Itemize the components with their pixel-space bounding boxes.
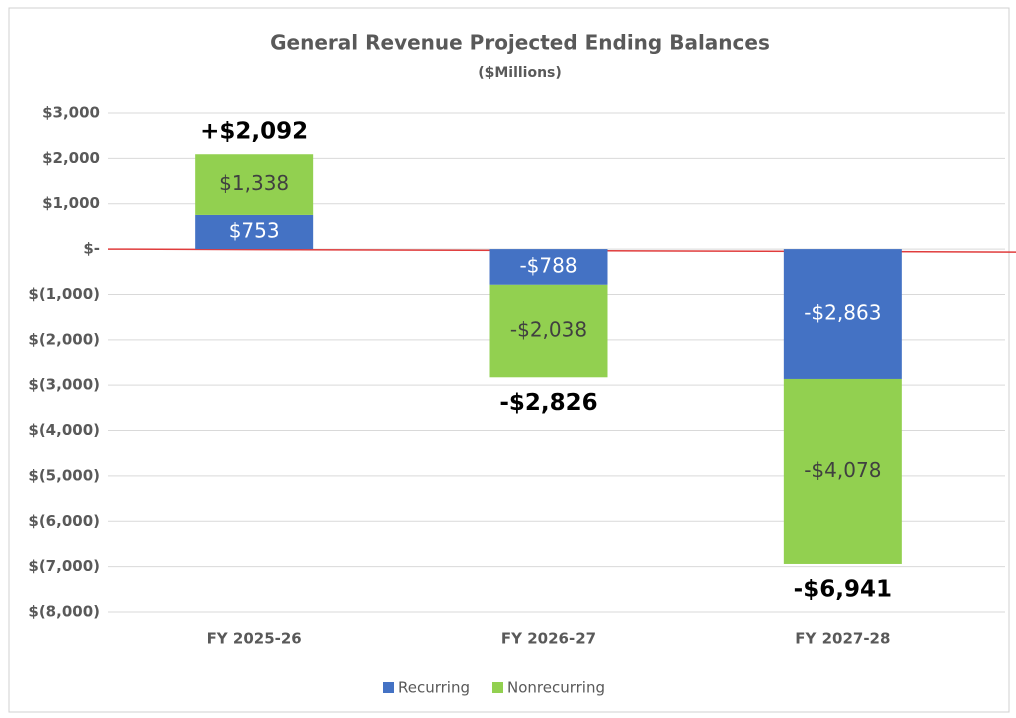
- data-label: -$2,863: [804, 301, 881, 325]
- legend-swatch: [492, 682, 503, 693]
- y-tick-label: $1,000: [42, 194, 100, 212]
- y-tick-label: $(1,000): [28, 285, 100, 303]
- bar-segment: [783, 249, 902, 379]
- data-label: -$4,078: [804, 458, 881, 482]
- chart-subtitle: ($Millions): [478, 65, 562, 81]
- y-tick-label: $(6,000): [28, 512, 100, 530]
- data-label: -$788: [519, 253, 577, 277]
- chart-title: General Revenue Projected Ending Balance…: [270, 31, 770, 55]
- y-tick-label: $-: [83, 240, 100, 258]
- total-label: -$6,941: [794, 576, 892, 602]
- x-tick-label: FY 2025-26: [207, 630, 302, 648]
- data-label: $753: [229, 219, 280, 243]
- y-tick-label: $2,000: [42, 149, 100, 167]
- legend-label: Recurring: [398, 679, 470, 697]
- y-tick-label: $(4,000): [28, 421, 100, 439]
- bar-segment: [489, 249, 608, 285]
- y-tick-label: $(7,000): [28, 557, 100, 575]
- bar-segment: [195, 214, 314, 250]
- data-label: $1,338: [219, 171, 289, 195]
- x-tick-label: FY 2026-27: [501, 630, 596, 648]
- total-label: +$2,092: [200, 119, 308, 145]
- data-label: -$2,038: [510, 318, 587, 342]
- bar-segment: [783, 378, 902, 564]
- y-tick-label: $3,000: [42, 104, 100, 122]
- total-label: -$2,826: [499, 390, 597, 416]
- y-tick-label: $(3,000): [28, 376, 100, 394]
- y-tick-label: $(5,000): [28, 466, 100, 484]
- y-tick-label: $(8,000): [28, 603, 100, 621]
- legend-swatch: [383, 682, 394, 693]
- x-tick-label: FY 2027-28: [795, 630, 890, 648]
- legend-label: Nonrecurring: [507, 679, 605, 697]
- y-tick-label: $(2,000): [28, 330, 100, 348]
- bar-segment: [489, 284, 608, 378]
- bar-segment: [195, 154, 314, 215]
